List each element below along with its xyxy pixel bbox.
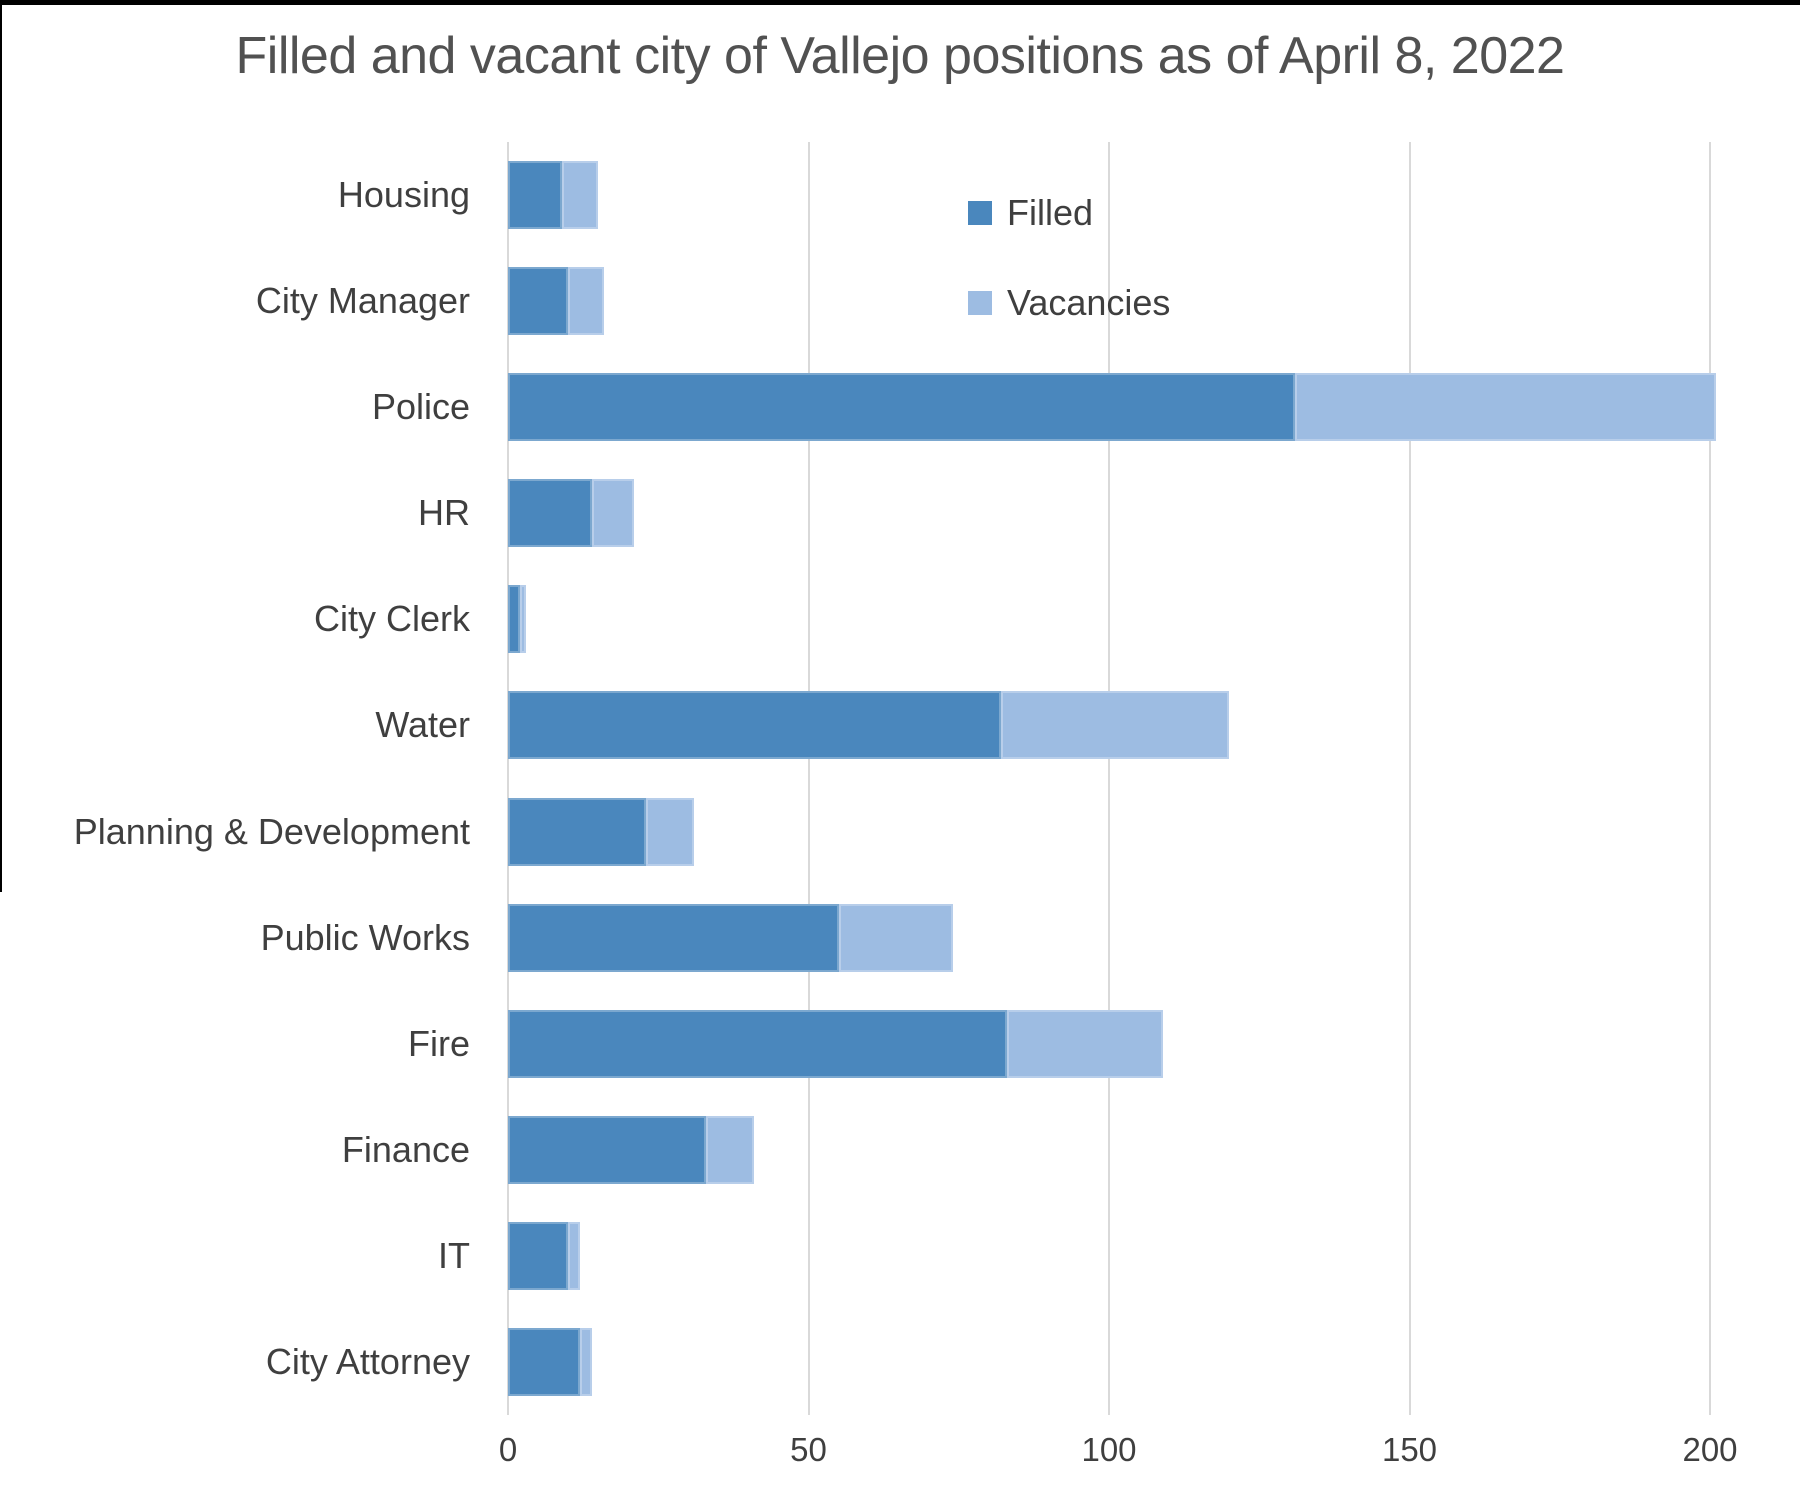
category-label-fire: Fire — [408, 1022, 470, 1064]
gridline-100 — [1108, 142, 1110, 1415]
bar-vacancies-city-manager — [568, 267, 605, 336]
bar-vacancies-planning-development — [646, 797, 695, 866]
chart-title: Filled and vacant city of Vallejo positi… — [235, 27, 1565, 85]
bar-vacancies-city-attorney — [580, 1327, 593, 1396]
bar-vacancies-hr — [592, 479, 635, 548]
x-tick-label-0: 0 — [498, 1431, 518, 1468]
bar-filled-city-attorney — [508, 1327, 581, 1396]
bar-filled-finance — [508, 1115, 707, 1184]
gridline-50 — [807, 142, 810, 1415]
bar-row-fire — [508, 1009, 1710, 1078]
legend-label-vacancies: Vacancies — [1007, 282, 1171, 323]
category-label-public-works: Public Works — [260, 916, 470, 958]
bar-row-city-attorney — [508, 1327, 1710, 1396]
category-axis-line — [507, 142, 509, 1415]
legend-item-vacancies: Vacancies — [968, 282, 1170, 324]
bar-vacancies-water — [1000, 691, 1230, 760]
window-top-edge — [0, 0, 1800, 5]
category-label-city-manager: City Manager — [255, 280, 470, 322]
bar-filled-housing — [508, 161, 563, 230]
category-label-water: Water — [375, 704, 470, 746]
bar-row-police — [508, 373, 1716, 442]
category-axis: Housing City Manager Police HR City Clerk Wat… — [0, 142, 470, 1415]
x-tick-label-50: 50 — [790, 1431, 827, 1468]
bar-filled-public-works — [508, 903, 839, 972]
legend-item-filled: Filled — [968, 192, 1170, 234]
category-label-city-attorney: City Attorney — [265, 1340, 470, 1382]
bar-vacancies-public-works — [838, 903, 953, 972]
bar-filled-city-manager — [508, 267, 569, 336]
category-label-it: IT — [438, 1234, 470, 1276]
bar-row-city-manager — [508, 267, 1710, 336]
bar-vacancies-finance — [706, 1115, 755, 1184]
x-tick-label-100: 100 — [1081, 1431, 1137, 1468]
legend-label-filled: Filled — [1007, 192, 1094, 233]
bar-vacancies-fire — [1006, 1009, 1164, 1078]
x-axis-ticks: 0 50 100 150 200 — [499, 1431, 1738, 1475]
bar-filled-hr — [508, 479, 593, 548]
bar-row-finance — [508, 1115, 1710, 1184]
category-label-finance: Finance — [341, 1128, 470, 1170]
bar-vacancies-city-clerk — [520, 585, 527, 654]
bar-row-public-works — [508, 903, 1710, 972]
bar-vacancies-police — [1295, 373, 1716, 442]
bar-vacancies-it — [568, 1221, 581, 1290]
bar-filled-planning-development — [508, 797, 647, 866]
category-label-hr: HR — [418, 492, 470, 534]
gridline-150 — [1408, 142, 1411, 1415]
bar-row-hr — [508, 479, 1710, 548]
bar-filled-city-clerk — [508, 585, 521, 654]
bar-vacancies-housing — [562, 161, 599, 230]
filled-swatch-icon — [968, 201, 992, 225]
bar-row-water — [508, 691, 1710, 760]
bar-row-planning-development — [508, 797, 1710, 866]
bar-filled-fire — [508, 1009, 1007, 1078]
x-tick-label-200: 200 — [1682, 1431, 1738, 1468]
legend: Filled Vacancies — [968, 192, 1170, 372]
category-label-housing: Housing — [337, 174, 470, 216]
bar-row-city-clerk — [508, 585, 1710, 654]
bar-filled-police — [508, 373, 1296, 442]
bar-row-it — [508, 1221, 1710, 1290]
plot-area — [507, 142, 1716, 1415]
category-label-planning-development: Planning & Development — [73, 810, 470, 852]
bar-filled-it — [508, 1221, 569, 1290]
window-left-edge — [0, 0, 2, 893]
bar-row-housing — [508, 161, 1710, 230]
category-label-city-clerk: City Clerk — [313, 598, 470, 640]
gridline-200 — [1709, 142, 1711, 1415]
vacancies-swatch-icon — [968, 291, 992, 315]
category-label-police: Police — [371, 386, 470, 428]
x-tick-label-150: 150 — [1381, 1431, 1438, 1468]
bar-filled-water — [508, 691, 1001, 760]
